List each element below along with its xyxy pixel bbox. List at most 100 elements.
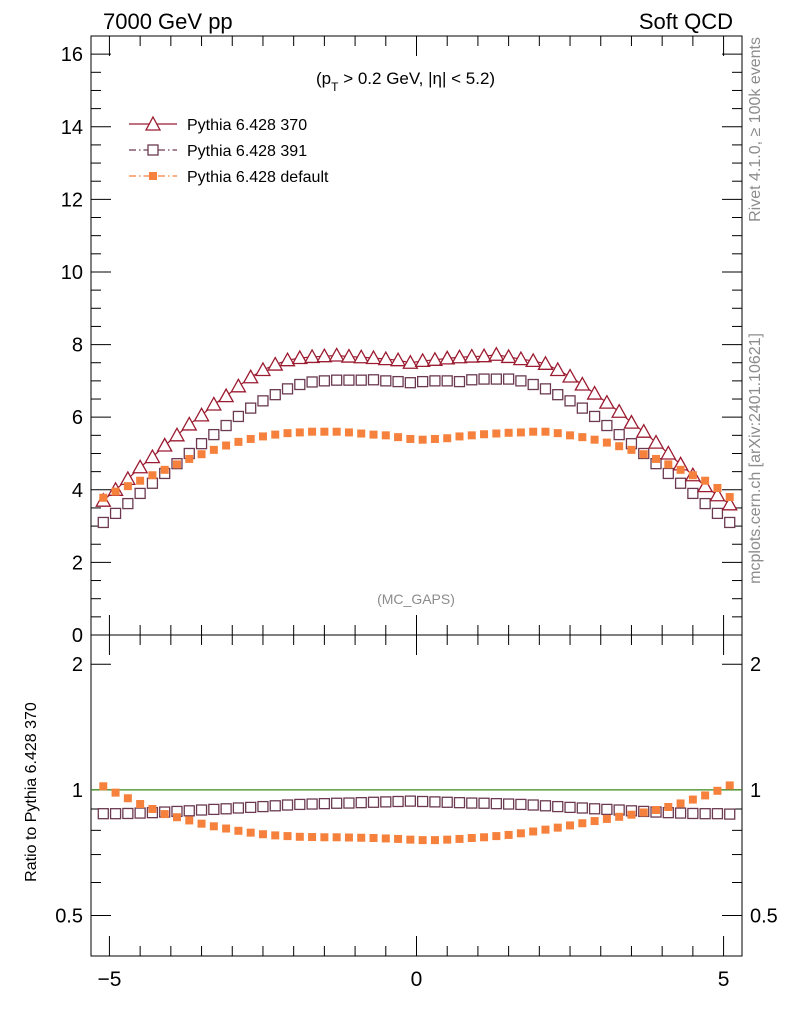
- point-370: [365, 349, 382, 365]
- point-370: [561, 368, 579, 383]
- point-391: [97, 516, 109, 529]
- main-data-marks: [95, 346, 738, 529]
- ratio-point-391: [416, 795, 429, 808]
- point-default: [566, 431, 575, 440]
- main-y-tick-label: 14: [61, 117, 83, 139]
- ratio-point-391: [478, 797, 490, 809]
- ratio-point-default: [344, 833, 353, 842]
- ratio-point-default: [172, 813, 181, 822]
- main-y-tick-label: 2: [72, 552, 83, 574]
- point-370: [218, 387, 235, 403]
- point-default: [246, 434, 255, 443]
- ratio-point-391: [674, 807, 687, 819]
- legend-entry-391: Pythia 6.428 391: [129, 143, 307, 160]
- point-391: [392, 375, 404, 388]
- ratio-point-391: [281, 799, 294, 811]
- point-default: [209, 445, 218, 454]
- main-y-tick-label: 0: [72, 625, 83, 647]
- ratio-point-default: [467, 833, 476, 842]
- legend-entry-370: Pythia 6.428 370: [129, 115, 307, 134]
- ratio-point-391: [552, 800, 564, 813]
- point-370: [709, 486, 726, 502]
- ratio-point-default: [639, 808, 648, 817]
- point-391: [724, 516, 736, 529]
- main-y-tick-label: 16: [61, 44, 83, 66]
- ratio-point-391: [331, 797, 343, 809]
- ratio-point-default: [418, 836, 427, 845]
- point-default: [123, 482, 132, 491]
- ratio-point-default: [283, 832, 292, 841]
- point-370: [144, 448, 161, 464]
- point-370: [439, 350, 456, 365]
- ratio-point-391: [245, 801, 257, 814]
- point-370: [267, 356, 284, 371]
- ratio-point-391: [318, 797, 331, 810]
- x-tick-label: −5: [97, 968, 121, 991]
- point-370: [611, 403, 628, 418]
- point-391: [306, 376, 318, 388]
- point-391: [343, 374, 355, 386]
- ratio-point-391: [429, 796, 441, 808]
- ratio-point-default: [197, 819, 206, 828]
- ratio-point-391: [109, 808, 122, 820]
- ratio-point-391: [699, 808, 711, 820]
- point-391: [245, 402, 257, 414]
- ratio-point-391: [515, 798, 527, 811]
- ratio-point-default: [529, 827, 538, 836]
- point-391: [687, 487, 699, 500]
- point-370: [402, 354, 419, 369]
- point-391: [711, 507, 724, 520]
- ratio-point-391: [687, 807, 699, 820]
- point-391: [429, 375, 441, 387]
- point-370: [635, 423, 652, 438]
- ratio-point-default: [516, 829, 525, 838]
- point-391: [601, 419, 613, 432]
- legend-entry-default: Pythia 6.428 default: [129, 169, 329, 186]
- cut-label: (pT > 0.2 GeV, |η| < 5.2): [316, 69, 495, 94]
- point-370: [623, 414, 640, 429]
- point-370: [537, 355, 554, 370]
- ratio-y-tick-label: 0.5: [55, 906, 83, 928]
- point-default: [713, 483, 722, 492]
- point-default: [615, 442, 624, 451]
- point-default: [394, 433, 403, 442]
- rivet-version-label: Rivet 4.1.0, ≥ 100k events: [747, 37, 764, 222]
- ratio-point-default: [430, 836, 439, 845]
- point-370: [500, 348, 517, 364]
- point-391: [576, 402, 588, 414]
- point-default: [455, 432, 464, 441]
- ratio-point-391: [343, 797, 355, 809]
- point-370: [389, 351, 407, 367]
- ratio-point-default: [713, 786, 722, 795]
- point-default: [664, 460, 673, 469]
- point-default: [111, 487, 120, 496]
- point-default: [344, 428, 353, 437]
- point-default: [541, 427, 550, 436]
- ratio-point-default: [160, 810, 169, 819]
- ratio-point-default: [664, 802, 673, 811]
- point-370: [156, 437, 173, 452]
- point-370: [353, 348, 370, 364]
- cut-label-rest: > 0.2 GeV, |η| < 5.2): [338, 69, 495, 88]
- point-default: [332, 427, 341, 436]
- ratio-point-391: [208, 803, 220, 816]
- legend-marker-triangle: [144, 115, 162, 131]
- point-370: [488, 346, 505, 361]
- ratio-point-default: [246, 828, 255, 837]
- point-default: [701, 476, 710, 485]
- ratio-point-default: [443, 835, 452, 844]
- point-391: [208, 428, 220, 441]
- analysis-watermark: (MC_GAPS): [377, 591, 455, 607]
- ratio-point-391: [453, 797, 466, 809]
- ratio-point-391: [441, 796, 453, 808]
- point-370: [414, 352, 431, 368]
- point-370: [586, 385, 603, 400]
- point-391: [515, 375, 527, 387]
- point-370: [132, 458, 149, 474]
- ratio-point-391: [588, 803, 601, 815]
- point-370: [279, 351, 296, 367]
- point-370: [377, 350, 394, 366]
- point-391: [674, 477, 687, 489]
- point-370: [721, 495, 738, 511]
